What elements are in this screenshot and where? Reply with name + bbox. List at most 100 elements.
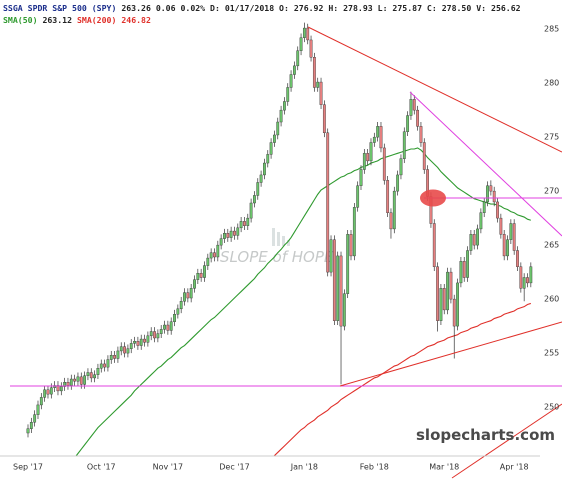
watermark: SLOPE of HOPE xyxy=(220,248,334,266)
candle-body xyxy=(189,288,193,299)
candle-body xyxy=(33,414,37,423)
candle-body xyxy=(39,397,43,406)
candle-body xyxy=(409,99,413,116)
legend: SMA(50) 263.12 SMA(200) 246.82 xyxy=(3,15,151,25)
sma-line xyxy=(273,302,531,456)
y-tick-label: 280 xyxy=(544,79,559,88)
candle-body xyxy=(469,234,473,251)
candle-body xyxy=(163,324,166,330)
candle-body xyxy=(269,142,273,155)
candle-body xyxy=(66,382,70,386)
candle-body xyxy=(326,132,330,273)
candle-body xyxy=(246,217,250,226)
candle-body xyxy=(279,109,283,123)
candle-body xyxy=(522,277,526,289)
candle-body xyxy=(399,158,403,176)
candle-body xyxy=(283,101,286,111)
candle-body xyxy=(366,153,370,162)
x-tick-label: Apr '18 xyxy=(500,463,529,472)
candle-body xyxy=(213,252,216,258)
candle-body xyxy=(263,162,266,176)
candle-body xyxy=(436,266,439,321)
candle-body xyxy=(526,277,529,284)
candle-body xyxy=(512,223,516,251)
candle-body xyxy=(376,126,380,138)
candle-body xyxy=(199,272,203,278)
candle-body xyxy=(73,378,77,382)
candle-body xyxy=(446,271,449,311)
x-tick-label: Dec '17 xyxy=(219,463,249,472)
candle-body xyxy=(36,404,40,415)
candle-body xyxy=(309,39,313,58)
candle-body xyxy=(136,341,140,346)
candle-body xyxy=(499,217,503,235)
candle-body xyxy=(432,223,436,267)
legend-value: 263.12 xyxy=(42,15,72,25)
candle-body xyxy=(519,266,523,289)
candle-body xyxy=(402,131,406,159)
candle-body xyxy=(449,271,453,300)
candle-body xyxy=(113,355,116,359)
candle-body xyxy=(63,382,67,387)
candle-body xyxy=(223,233,226,239)
candle-body xyxy=(86,372,90,376)
trendline xyxy=(307,26,562,153)
candle-body xyxy=(176,308,180,315)
candle-body xyxy=(203,265,206,278)
candle-body xyxy=(186,292,190,299)
chart-header: SSGA SPDR S&P 500 (SPY) 263.26 0.06 0.02… xyxy=(3,3,521,13)
symbol-name: SSGA SPDR S&P 500 (SPY) xyxy=(3,3,116,13)
candle-body xyxy=(472,234,476,246)
candle-body xyxy=(133,341,136,344)
legend-value: 246.82 xyxy=(121,15,151,25)
candle-body xyxy=(196,272,200,280)
candle-body xyxy=(416,109,420,127)
candle-body xyxy=(296,50,300,67)
candle-body xyxy=(259,174,263,183)
candle-body xyxy=(236,227,240,236)
candle-body xyxy=(486,185,489,203)
candle-body xyxy=(456,282,459,327)
candle-body xyxy=(159,329,163,334)
candle-body xyxy=(93,374,97,379)
candle-body xyxy=(173,314,176,322)
candle-body xyxy=(349,234,353,257)
candle-body xyxy=(209,252,213,259)
candle-body xyxy=(273,134,276,143)
candle-body xyxy=(289,74,293,88)
candle-body xyxy=(216,244,220,258)
candle-body xyxy=(319,81,323,105)
candle-body xyxy=(369,142,373,162)
candle-body xyxy=(356,185,360,208)
candle-body xyxy=(529,266,533,284)
candle-body xyxy=(156,333,160,339)
candle-body xyxy=(412,99,416,111)
candle-body xyxy=(183,292,186,302)
highlight-ellipse xyxy=(420,189,446,207)
candle-body xyxy=(302,27,306,38)
sma-line xyxy=(75,147,531,456)
y-tick-label: 285 xyxy=(544,25,559,34)
legend-name: SMA(200) xyxy=(77,15,116,25)
legend-name: SMA(50) xyxy=(3,15,38,25)
candle-body xyxy=(293,65,296,75)
candle-body xyxy=(389,212,393,230)
candle-body xyxy=(419,126,423,143)
y-tick-label: 270 xyxy=(544,187,559,196)
candle-body xyxy=(46,389,50,395)
candle-body xyxy=(306,27,310,41)
candle-body xyxy=(123,346,126,354)
trendline xyxy=(339,321,562,387)
candle-body xyxy=(243,221,246,226)
candle-body xyxy=(359,169,363,186)
candle-body xyxy=(396,174,400,192)
candle-body xyxy=(89,372,93,379)
candle-body xyxy=(169,321,173,331)
candle-body xyxy=(109,355,113,360)
candle-body xyxy=(332,239,336,321)
candle-body xyxy=(56,385,60,392)
candle-body xyxy=(516,250,519,267)
candle-body xyxy=(459,261,463,284)
